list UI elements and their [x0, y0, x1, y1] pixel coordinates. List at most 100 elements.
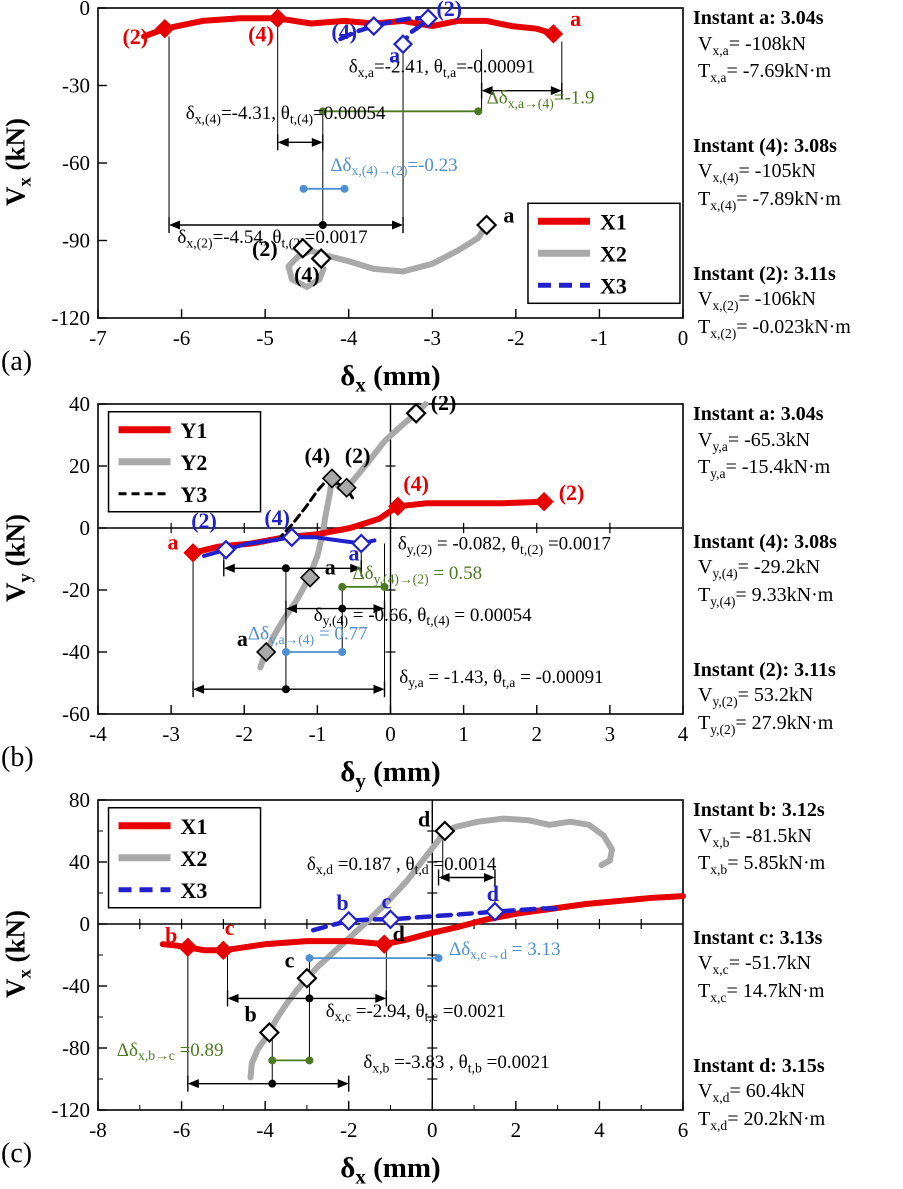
svg-text:a: a	[503, 202, 514, 227]
instant-marker-diamond	[405, 402, 427, 424]
svg-text:b: b	[336, 890, 348, 915]
instant-marker-diamond	[374, 934, 394, 954]
svg-text:a: a	[325, 555, 336, 580]
svg-text:-3: -3	[162, 722, 180, 746]
panel-b-yaxis-strip: Vy (kN)	[0, 396, 36, 792]
instant-title: Instant d: 3.15s	[693, 1054, 825, 1077]
svg-text:0: 0	[80, 0, 91, 20]
axes: -8 -6 -4 -2 0 2 4 6 80 40 0 -40 -80 -120 δx (mm)	[52, 792, 689, 1188]
annotations: δx,d =0.187 , θt,d =0.0014 Δδx,c→d = 3.13…	[117, 840, 561, 1092]
instant-value: Ty,(4)= 9.33kN·m	[698, 583, 834, 609]
axes: -7 -6 -5 -4 -3 -2 -1 0 0 -30 -60 -90 -120 δx (mm)	[52, 0, 689, 396]
svg-text:c: c	[381, 889, 391, 914]
svg-text:Y2: Y2	[181, 450, 208, 475]
instant-value: Tx,c= 14.7kN·m	[698, 979, 825, 1005]
instant-marker-diamond	[338, 910, 359, 931]
instant-title: Instant (4): 3.08s	[693, 530, 837, 553]
chart-svg-a: -7 -6 -5 -4 -3 -2 -1 0 0 -30 -60 -90 -120 δx (mm) δx,a…	[52, 0, 689, 396]
legend: X1 X2 X3	[527, 202, 681, 305]
svg-text:4: 4	[594, 1118, 605, 1142]
instant-value: Vx,d= 60.4kN	[698, 1080, 806, 1106]
panel-a: Vx (kN) -7 -6 -5 -4 -3 -2 -1 0 0 -30 -60 -90 -120 δx …	[0, 0, 903, 396]
svg-text:δx (mm): δx (mm)	[340, 360, 440, 396]
annotations: δy,(2) = -0.082, θt,(2) =0.0017 Δδy,(4)→(…	[192, 534, 611, 698]
instant-title: Instant c: 3.13s	[693, 926, 823, 949]
instant-marker-diamond	[534, 491, 554, 512]
svg-text:a: a	[167, 530, 178, 555]
svg-text:0: 0	[385, 722, 396, 746]
reference-dot	[338, 648, 347, 656]
svg-text:-2: -2	[236, 722, 254, 746]
svg-text:Δδx,c→d = 3.13: Δδx,c→d = 3.13	[449, 939, 561, 962]
svg-text:-2: -2	[340, 1118, 358, 1142]
instant-value: Vx,(2)= -106kN	[698, 288, 816, 314]
svg-text:δy,(2) = -0.082, θt,(2) =0.001: δy,(2) = -0.082, θt,(2) =0.0017	[398, 534, 611, 558]
instant-value: Tx,(4)= -7.89kN·m	[698, 187, 841, 213]
svg-text:40: 40	[69, 850, 90, 874]
instant-marker-diamond	[258, 1021, 280, 1044]
svg-text:δy (mm): δy (mm)	[340, 756, 440, 792]
svg-text:c: c	[285, 947, 295, 972]
svg-text:-4: -4	[256, 1118, 274, 1142]
panel-letter-c: (c)	[1, 1138, 33, 1169]
instant-title: Instant a: 3.04s	[693, 7, 824, 29]
panel-c-yaxis-strip: Vx (kN)	[0, 792, 36, 1188]
series-Y3	[275, 476, 356, 542]
instant-marker-diamond	[543, 24, 564, 44]
svg-text:b: b	[245, 1002, 257, 1027]
reference-dot	[281, 564, 290, 573]
svg-text:X1: X1	[181, 814, 208, 839]
svg-text:a: a	[237, 626, 248, 651]
reference-dot	[318, 221, 327, 229]
y-axis-label-c: Vx (kN)	[0, 910, 35, 998]
svg-text:δx,c =-2.94, θt,c =0.0021: δx,c =-2.94, θt,c =0.0021	[326, 1001, 506, 1024]
y-axis-label-a: Vx (kN)	[0, 118, 35, 206]
annotations: δx,a=-2.41, θt,a=-0.00091 Δδx,a→(4)=-1.9 δ…	[168, 26, 595, 251]
svg-text:δx (mm): δx (mm)	[340, 1152, 440, 1188]
instant-block: Instant (2): 3.11s Vx,(2)= -106kN Tx,(2)= …	[693, 262, 903, 342]
svg-text:X3: X3	[181, 878, 208, 903]
instant-marker-diamond	[388, 496, 408, 517]
svg-text:1: 1	[458, 722, 469, 746]
svg-text:-7: -7	[89, 326, 107, 350]
svg-text:Δδx,b→c =0.89: Δδx,b→c =0.89	[117, 1040, 224, 1063]
svg-text:δx,(4)=-4.31, θt,(4)=0.00054: δx,(4)=-4.31, θt,(4)=0.00054	[186, 103, 386, 127]
svg-text:(2): (2)	[436, 0, 462, 21]
svg-text:-60: -60	[62, 702, 90, 726]
svg-text:(4): (4)	[294, 262, 320, 287]
panel-letter-a: (a)	[1, 346, 33, 377]
instant-value: Tx,(2)= -0.023kN·m	[698, 315, 851, 341]
svg-text:-8: -8	[89, 1118, 107, 1142]
instant-marker-diamond	[183, 543, 203, 563]
instant-marker-diamond	[310, 248, 332, 270]
svg-text:4: 4	[678, 722, 689, 746]
svg-text:(4): (4)	[305, 443, 331, 468]
svg-text:Δδy,(4)→(2) = 0.58: Δδy,(4)→(2) = 0.58	[352, 563, 482, 587]
svg-text:(2): (2)	[559, 480, 585, 505]
svg-text:δx,(2)=-4.54, θt,(2)=0.0017: δx,(2)=-4.54, θt,(2)=0.0017	[177, 227, 367, 251]
svg-text:-60: -60	[62, 151, 90, 175]
svg-text:-2: -2	[507, 326, 525, 350]
instant-marker-diamond	[267, 8, 288, 29]
svg-text:(4): (4)	[264, 505, 290, 530]
reference-dot	[305, 994, 314, 1003]
svg-text:Δδx,(4)→(2)=-0.23: Δδx,(4)→(2)=-0.23	[330, 155, 457, 179]
svg-text:40: 40	[69, 396, 90, 416]
svg-text:(2): (2)	[252, 236, 278, 261]
instant-value: Tx,a= -7.69kN·m	[698, 59, 832, 85]
svg-text:(2): (2)	[345, 443, 371, 468]
reference-dot	[318, 107, 327, 116]
svg-text:-4: -4	[340, 326, 358, 350]
svg-text:(4): (4)	[403, 471, 429, 496]
instant-value: Vx,b= -81.5kN	[698, 824, 812, 850]
instant-block: Instant c: 3.13s Vx,c= -51.7kN Tx,c= 14.7k…	[693, 926, 903, 1006]
svg-text:0: 0	[80, 912, 91, 936]
reference-dot	[340, 184, 349, 193]
svg-text:d: d	[393, 921, 405, 946]
svg-text:-6: -6	[173, 1118, 191, 1142]
svg-text:δy,(4) = -0.66, θt,(4) = 0.000: δy,(4) = -0.66, θt,(4) = 0.00054	[314, 605, 532, 629]
chart-svg-b: -4 -3 -2 -1 0 1 2 3 4 40 20 0 -20 -40 -60 δy (mm) δy,(2)…	[62, 396, 689, 792]
instant-marker-diamond	[476, 214, 498, 236]
panel-a-yaxis-strip: Vx (kN)	[0, 0, 36, 396]
